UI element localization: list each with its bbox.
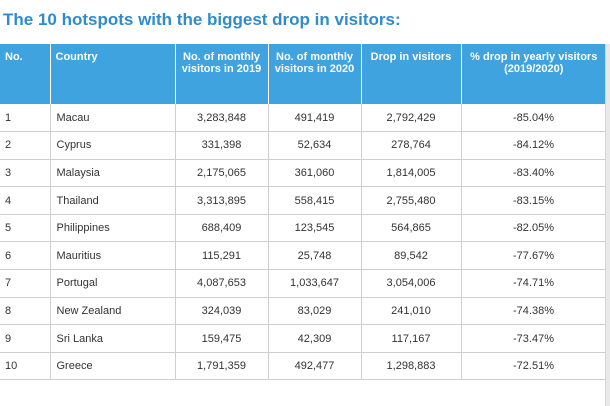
table-row: 7 Portugal 4,087,653 1,033,647 3,054,006 -74.… xyxy=(0,269,607,298)
cell-visitors-2020: 491,419 xyxy=(268,104,362,133)
table-row: 4 Thailand 3,313,895 558,415 2,755,480 -83.15… xyxy=(0,186,607,215)
table-row: 2 Cyprus 331,398 52,634 278,764 -84.12% xyxy=(0,131,607,160)
visitors-drop-table: No. Country No. of monthly visitors in 2… xyxy=(0,44,607,381)
cell-drop: 1,814,005 xyxy=(361,159,462,188)
cell-number: 8 xyxy=(0,297,51,326)
cell-country: Philippines xyxy=(50,214,176,243)
cell-visitors-2020: 25,748 xyxy=(268,241,362,271)
cell-percent-drop: -77.67% xyxy=(461,241,607,271)
cell-percent-drop: -85.04% xyxy=(461,104,607,133)
cell-drop: 89,542 xyxy=(361,241,462,271)
cell-country: Thailand xyxy=(50,186,176,215)
cell-percent-drop: -83.15% xyxy=(461,186,607,215)
cell-drop: 564,865 xyxy=(361,214,462,243)
table-row: 10 Greece 1,791,359 492,477 1,298,883 -72.51% xyxy=(0,352,607,381)
cell-visitors-2019: 331,398 xyxy=(175,131,269,160)
cell-number: 3 xyxy=(0,159,51,188)
column-header-drop: Drop in visitors xyxy=(361,44,462,104)
column-header-number: No. xyxy=(0,44,51,104)
cell-number: 2 xyxy=(0,131,51,160)
cell-visitors-2019: 324,039 xyxy=(175,297,269,326)
cell-visitors-2019: 4,087,653 xyxy=(175,269,269,298)
cell-country: Macau xyxy=(50,104,176,133)
cell-percent-drop: -73.47% xyxy=(461,324,607,353)
cell-number: 7 xyxy=(0,269,51,298)
cell-visitors-2020: 1,033,647 xyxy=(268,269,362,298)
cell-visitors-2019: 3,313,895 xyxy=(175,186,269,215)
cell-drop: 1,298,883 xyxy=(361,352,462,381)
cell-drop: 3,054,006 xyxy=(361,269,462,298)
cell-number: 6 xyxy=(0,241,51,271)
cell-visitors-2020: 123,545 xyxy=(268,214,362,243)
cell-drop: 2,755,480 xyxy=(361,186,462,215)
cell-visitors-2020: 42,309 xyxy=(268,324,362,353)
cell-drop: 278,764 xyxy=(361,131,462,160)
page-title: The 10 hotspots with the biggest drop in… xyxy=(3,10,401,29)
cell-country: Sri Lanka xyxy=(50,324,176,353)
cell-country: Cyprus xyxy=(50,131,176,160)
cell-number: 9 xyxy=(0,324,51,353)
table-row: 5 Philippines 688,409 123,545 564,865 -82.05% xyxy=(0,214,607,243)
scrollbar-edge[interactable] xyxy=(605,44,610,406)
cell-percent-drop: -83.40% xyxy=(461,159,607,188)
table-row: 1 Macau 3,283,848 491,419 2,792,429 -85.04% xyxy=(0,104,607,133)
cell-visitors-2019: 688,409 xyxy=(175,214,269,243)
cell-country: Mauritius xyxy=(50,241,176,271)
cell-percent-drop: -82.05% xyxy=(461,214,607,243)
column-header-percent-drop: % drop in yearly visitors (2019/2020) xyxy=(461,44,606,104)
table-row: 3 Malaysia 2,175,065 361,060 1,814,005 -83.40… xyxy=(0,159,607,188)
column-header-visitors-2020: No. of monthly visitors in 2020 xyxy=(268,44,362,104)
cell-percent-drop: -74.38% xyxy=(461,297,607,326)
cell-visitors-2019: 3,283,848 xyxy=(175,104,269,133)
cell-percent-drop: -72.51% xyxy=(461,352,607,381)
cell-drop: 241,010 xyxy=(361,297,462,326)
cell-visitors-2019: 115,291 xyxy=(175,241,269,271)
table-row: 6 Mauritius 115,291 25,748 89,542 -77.67% xyxy=(0,241,607,271)
cell-country: Malaysia xyxy=(50,159,176,188)
column-header-visitors-2019: No. of monthly visitors in 2019 xyxy=(175,44,269,104)
cell-visitors-2020: 83,029 xyxy=(268,297,362,326)
table-body: 1 Macau 3,283,848 491,419 2,792,429 -85.04% 2 C… xyxy=(0,104,607,381)
cell-percent-drop: -84.12% xyxy=(461,131,607,160)
cell-visitors-2019: 2,175,065 xyxy=(175,159,269,188)
cell-country: Greece xyxy=(50,352,176,381)
table-row: 9 Sri Lanka 159,475 42,309 117,167 -73.47% xyxy=(0,324,607,353)
column-header-country: Country xyxy=(50,44,176,104)
table-row: 8 New Zealand 324,039 83,029 241,010 -74.38% xyxy=(0,297,607,326)
cell-visitors-2019: 1,791,359 xyxy=(175,352,269,381)
cell-country: New Zealand xyxy=(50,297,176,326)
cell-percent-drop: -74.71% xyxy=(461,269,607,298)
cell-visitors-2020: 361,060 xyxy=(268,159,362,188)
cell-drop: 2,792,429 xyxy=(361,104,462,133)
cell-visitors-2020: 558,415 xyxy=(268,186,362,215)
cell-visitors-2020: 52,634 xyxy=(268,131,362,160)
cell-number: 4 xyxy=(0,186,51,215)
cell-number: 1 xyxy=(0,104,51,133)
cell-country: Portugal xyxy=(50,269,176,298)
cell-visitors-2019: 159,475 xyxy=(175,324,269,353)
cell-drop: 117,167 xyxy=(361,324,462,353)
cell-number: 10 xyxy=(0,352,51,381)
cell-number: 5 xyxy=(0,214,51,243)
table-header-row: No. Country No. of monthly visitors in 2… xyxy=(0,44,606,104)
cell-visitors-2020: 492,477 xyxy=(268,352,362,381)
